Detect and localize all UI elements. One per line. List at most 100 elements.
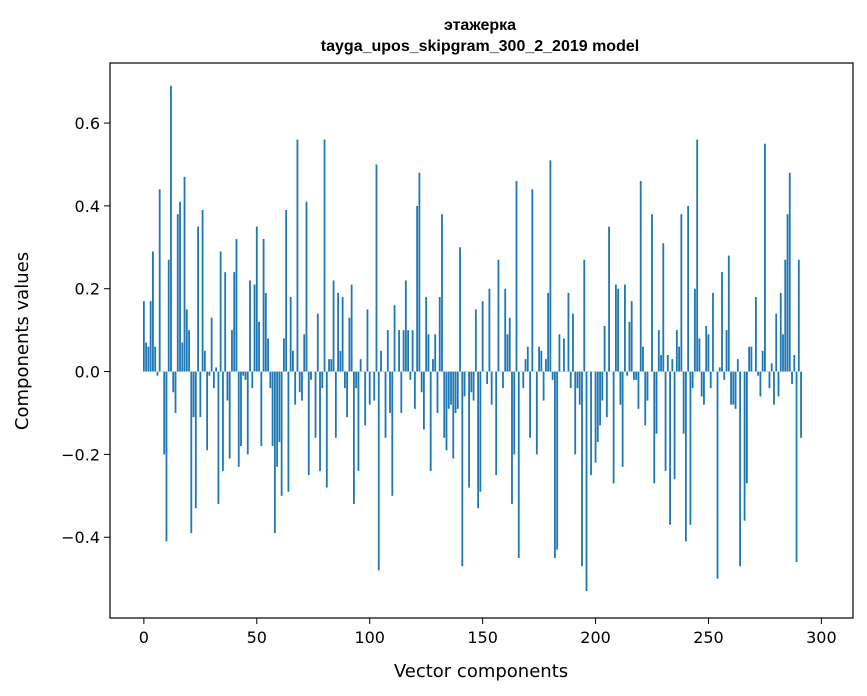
bar-74 — [310, 371, 312, 380]
bar-23 — [194, 371, 197, 509]
bar-56 — [269, 371, 272, 389]
bar-24 — [197, 226, 199, 372]
bar-105 — [380, 350, 382, 372]
bar-195 — [583, 259, 586, 372]
plot-frame — [109, 62, 854, 619]
x-tick-label: 300 — [806, 628, 837, 647]
bar-222 — [644, 371, 647, 426]
bar-46 — [246, 371, 249, 455]
bar-95 — [357, 371, 360, 471]
bar-189 — [569, 371, 572, 389]
bar-180 — [549, 160, 552, 372]
bar-245 — [696, 139, 699, 372]
bar-65 — [289, 297, 292, 372]
bar-9 — [163, 371, 166, 455]
bar-179 — [547, 292, 550, 372]
bar-20 — [188, 330, 190, 372]
bar-147 — [474, 309, 477, 372]
bar-60 — [278, 371, 281, 442]
bar-157 — [497, 259, 500, 372]
bar-148 — [477, 371, 480, 509]
bar-59 — [276, 371, 279, 467]
bar-32 — [215, 367, 218, 372]
bar-52 — [260, 371, 263, 447]
bar-275 — [764, 143, 766, 372]
bar-50 — [255, 226, 258, 372]
bar-291 — [800, 371, 802, 438]
bar-176 — [540, 350, 543, 372]
bar-289 — [795, 371, 798, 563]
bar-33 — [217, 371, 220, 505]
x-tick-label: 150 — [467, 628, 498, 647]
bar-7 — [158, 189, 161, 372]
bar-139 — [456, 371, 459, 409]
x-tick-label: 200 — [580, 628, 611, 647]
bar-126 — [427, 334, 430, 372]
bar-58 — [273, 371, 276, 534]
bar-182 — [553, 371, 556, 558]
bar-178 — [544, 359, 547, 372]
x-axis-label: Vector components — [394, 661, 568, 682]
bar-34 — [219, 251, 222, 372]
bar-129 — [434, 334, 437, 372]
y-tick-label: 0.6 — [75, 114, 100, 133]
bar-38 — [228, 371, 231, 459]
bar-181 — [551, 371, 554, 380]
bar-212 — [621, 371, 624, 467]
bar-282 — [779, 292, 782, 372]
bar-71 — [303, 334, 306, 372]
bar-51 — [258, 321, 260, 372]
bar-133 — [443, 371, 446, 438]
bar-3 — [149, 301, 152, 372]
bar-28 — [206, 371, 209, 451]
bar-48 — [251, 371, 254, 389]
bar-145 — [470, 371, 473, 393]
bar-82 — [328, 359, 330, 372]
bar-198 — [590, 371, 592, 476]
bar-260 — [730, 371, 732, 405]
bar-213 — [624, 284, 626, 372]
bar-244 — [694, 288, 696, 372]
bar-102 — [373, 371, 376, 401]
bar-211 — [619, 371, 622, 405]
bar-19 — [185, 309, 188, 372]
bar-272 — [757, 371, 760, 376]
bar-277 — [768, 371, 771, 389]
bar-201 — [596, 371, 599, 442]
bar-87 — [339, 350, 342, 372]
bar-152 — [486, 371, 489, 384]
bar-255 — [718, 367, 721, 372]
bar-184 — [558, 334, 561, 372]
bar-134 — [445, 371, 448, 451]
bar-113 — [398, 330, 400, 372]
bar-84 — [332, 280, 335, 372]
bar-193 — [578, 371, 581, 405]
bar-217 — [633, 371, 635, 380]
bar-12 — [170, 85, 172, 372]
bar-4 — [152, 251, 154, 372]
bar-108 — [386, 330, 389, 372]
bar-171 — [529, 371, 531, 438]
bar-92 — [350, 284, 353, 372]
bar-246 — [698, 338, 701, 372]
bar-200 — [594, 371, 597, 463]
bar-81 — [325, 371, 328, 488]
bar-78 — [319, 371, 321, 471]
y-tick-label: 0.4 — [75, 197, 100, 216]
bar-163 — [511, 371, 513, 505]
bar-279 — [773, 371, 775, 405]
bar-17 — [181, 342, 184, 372]
bar-252 — [712, 292, 714, 372]
bar-98 — [364, 371, 367, 426]
bar-35 — [222, 371, 224, 471]
bar-261 — [732, 371, 735, 405]
bar-138 — [454, 371, 457, 413]
bar-43 — [240, 371, 242, 447]
bar-15 — [176, 214, 179, 372]
bar-259 — [727, 255, 730, 372]
bar-208 — [612, 371, 615, 484]
y-axis-ticks: −0.4 −0.2 0.0 0.2 0.4 0.6 — [61, 114, 110, 547]
bar-100 — [368, 371, 371, 405]
bar-288 — [793, 355, 796, 372]
bar-118 — [409, 371, 412, 380]
